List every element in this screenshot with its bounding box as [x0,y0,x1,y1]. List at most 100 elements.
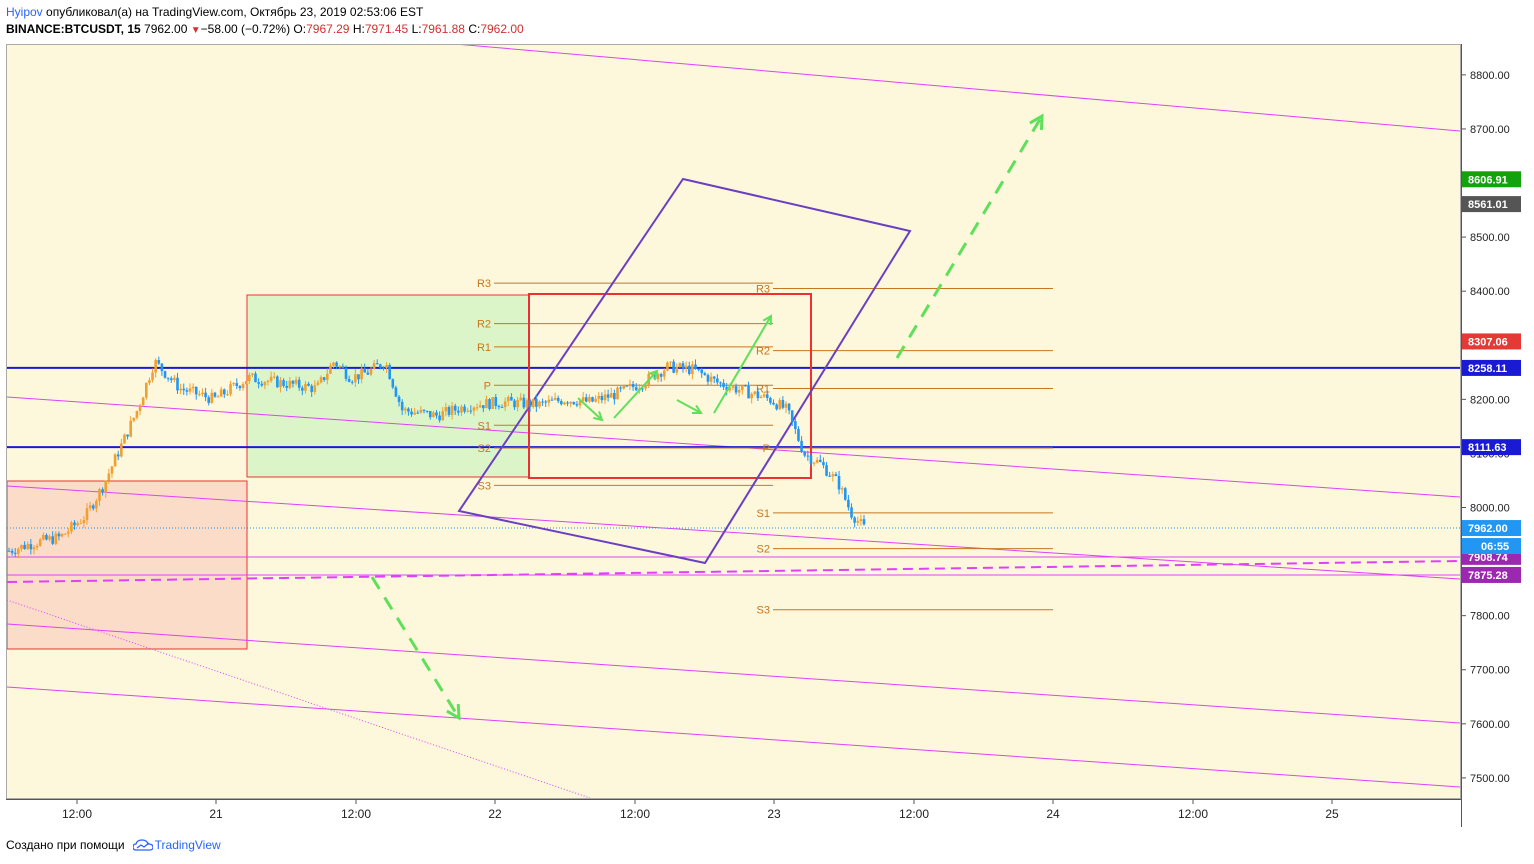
price-tag[interactable]: 8111.63 [1462,439,1521,456]
candle-body [831,474,835,477]
candle [260,380,264,387]
pivot-left-label: R1 [477,342,491,354]
candle-body [482,405,485,409]
candle [17,547,20,559]
candle-body [759,396,763,399]
trend-line[interactable] [7,623,1460,724]
dotted-trend-line[interactable] [7,599,591,798]
green-dashed-arrow-head [446,703,461,721]
candle-body [126,434,129,437]
green-dashed-arrow[interactable] [895,113,1044,359]
candle [238,385,242,391]
price-tag[interactable]: 8561.01 [1462,196,1521,213]
candle [385,362,388,373]
candle-body [210,392,214,403]
candle-body [566,402,569,404]
candle [151,368,154,383]
candle-body [800,440,803,452]
candle-body [322,377,326,380]
candle-body [510,396,513,401]
trend-line[interactable] [455,44,1460,132]
green-dashed-arrow[interactable] [370,576,461,721]
candle [391,378,395,390]
candle [144,382,148,400]
high-value: 7971.45 [364,22,409,36]
trend-line[interactable] [7,686,1460,788]
tradingview-brand[interactable]: TradingView [154,838,221,852]
candle-body [313,385,317,392]
candle-body [375,363,379,365]
candle [107,468,111,484]
candle [350,380,354,385]
candle-body [597,395,601,399]
green-arrow[interactable] [577,397,604,422]
candle-body [544,401,548,403]
green-arrow-head [691,404,703,415]
candle-body [357,374,360,380]
red-rectangle[interactable] [528,293,812,479]
dashed-trend-line[interactable] [7,560,1460,583]
candle [769,396,772,405]
price-tag[interactable]: 7962.00 [1462,520,1521,537]
candle [375,359,379,365]
price-tag[interactable]: 8258.11 [1462,359,1521,376]
candle-body [694,364,697,369]
trend-line[interactable] [7,485,1460,580]
candle-body [95,500,98,509]
candle [775,403,778,411]
candle-body [837,475,841,490]
candle-body [678,363,682,367]
candle [778,397,782,411]
candle [120,438,123,458]
candle [609,387,613,398]
candle [681,360,685,373]
candle-body [185,390,189,392]
candle [847,494,850,511]
candle-body [531,398,535,408]
price-tag[interactable]: 7875.28 [1462,566,1521,583]
author-link[interactable]: Hyipov [6,5,43,19]
price-tag[interactable]: 8307.06 [1462,333,1521,350]
candle-body [163,371,167,378]
time-axis[interactable] [6,799,1461,827]
candle [135,410,139,420]
green-arrow[interactable] [713,314,773,414]
candle-body [141,397,145,406]
candle-body [216,396,220,398]
candle-body [700,369,704,374]
symbol-label[interactable]: BINANCE:BTCUSDT, 15 [6,22,141,36]
candle [226,390,229,396]
candle [176,372,179,394]
candle-body [681,363,685,369]
candle [731,384,735,391]
candle-body [790,410,794,422]
candle [322,376,326,382]
price-tag-bg [1462,520,1521,537]
candle-body [54,533,58,544]
candle [787,403,791,415]
candle [79,519,83,525]
candle-body [10,550,14,553]
candle-body [341,366,345,369]
candle [572,401,576,406]
candle-body [201,392,204,394]
candle [63,533,67,535]
candle-body [316,382,320,386]
candle [669,361,672,367]
price-tag[interactable]: 8606.91 [1462,171,1521,188]
candle-body [843,488,847,500]
close-label: C: [468,22,481,36]
candle [235,378,239,390]
green-arrow[interactable] [676,399,703,415]
candle-body [276,376,279,388]
pivot-left-label: R3 [477,278,491,290]
price-tick-label: 8200.00 [1470,394,1510,406]
candle-body [741,385,744,390]
tradingview-logo[interactable]: TradingView [129,838,221,852]
range-box-pink[interactable] [7,480,248,650]
candle [803,450,807,458]
candle-body [631,383,635,388]
candle [60,533,64,538]
green-arrow[interactable] [613,369,659,419]
